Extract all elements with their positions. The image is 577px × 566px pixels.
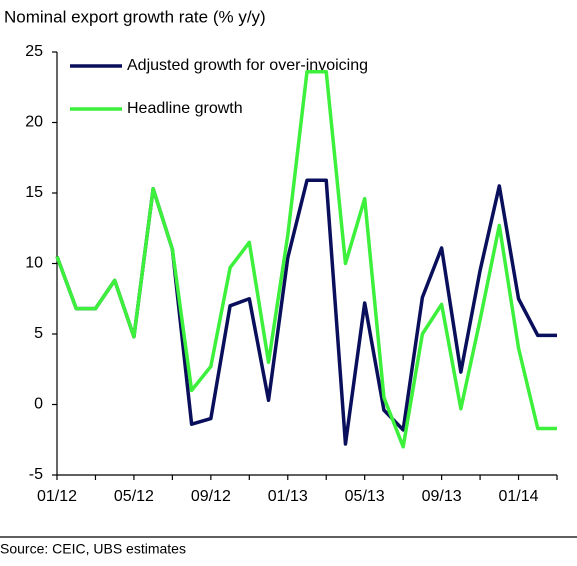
y-tick-label: 20 [25, 114, 43, 131]
line-series [55, 69, 557, 449]
x-tick-label: 09/12 [191, 488, 231, 505]
x-tick-label: 05/13 [345, 488, 385, 505]
y-tick-label: 25 [25, 43, 43, 60]
y-tick-label: 15 [25, 184, 43, 201]
x-tick-label: 01/14 [499, 488, 539, 505]
y-tick-label: 5 [34, 325, 43, 342]
y-tick-label: -5 [29, 466, 43, 483]
y-tick-label: 10 [25, 255, 43, 272]
x-tick-label: 09/13 [422, 488, 462, 505]
legend-label: Adjusted growth for over-invoicing [127, 57, 368, 74]
x-tick-label: 01/12 [37, 488, 77, 505]
source: Source: CEIC, UBS estimates [0, 541, 186, 557]
y-tick-label: 0 [34, 396, 43, 413]
x-tick-label: 01/13 [268, 488, 308, 505]
x-tick-label: 05/12 [114, 488, 154, 505]
legend-label: Headline growth [127, 100, 243, 117]
chart-title: Nominal export growth rate (% y/y) [4, 7, 266, 26]
